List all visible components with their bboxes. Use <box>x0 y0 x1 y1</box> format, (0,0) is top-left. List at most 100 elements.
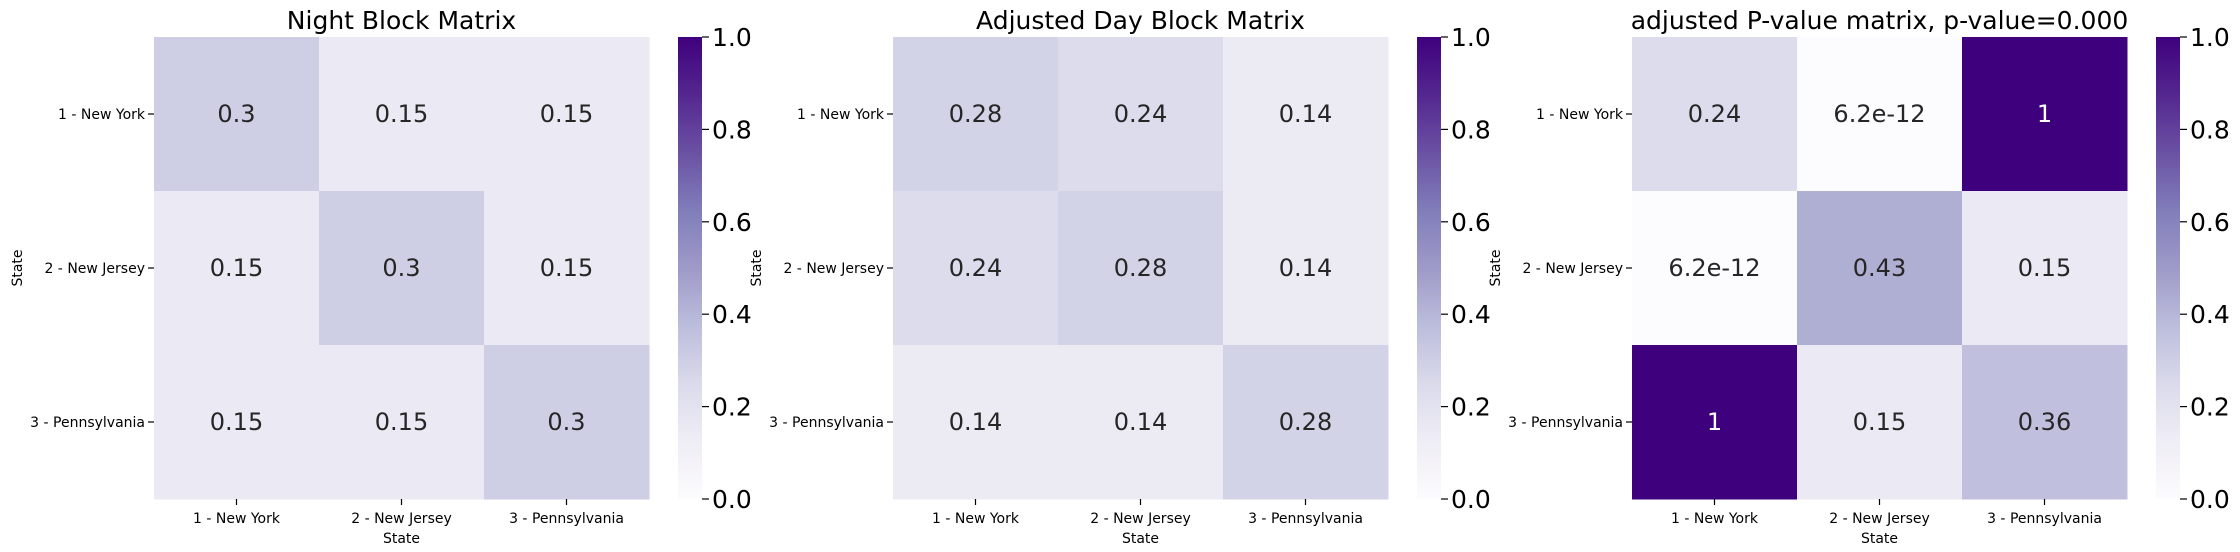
y-tick-label: 1 - New York <box>1536 107 1624 123</box>
cell-annotation: 6.2e-12 <box>1833 100 1925 128</box>
cell-annotation: 0.24 <box>949 254 1002 282</box>
heatmap-cell <box>319 345 485 500</box>
heatmap-cell <box>319 37 485 192</box>
heatmap-panel-2: 0.28 0.24 0.14 0.24 0.28 0.14 0.14 0.14 0.28 Adju… <box>749 6 1491 547</box>
y-tick-label: 1 - New York <box>797 107 885 123</box>
heatmap-panel-3: 0.24 6.2e-12 1 6.2e-12 0.43 0.15 1 0.15 0.36 adju… <box>1488 6 2230 547</box>
colorbar <box>1417 37 1441 499</box>
heatmap-cell <box>1797 345 1963 500</box>
heatmap-cell <box>1058 191 1224 346</box>
colorbar-tick-label: 0.6 <box>2190 208 2230 237</box>
y-tick-label: 3 - Pennsylvania <box>30 415 145 431</box>
x-axis-label: State <box>1122 531 1159 547</box>
y-tick-label: 3 - Pennsylvania <box>769 415 884 431</box>
x-tick-label: 1 - New York <box>193 511 281 527</box>
x-tick-label: 2 - New Jersey <box>1090 511 1191 527</box>
cell-annotation: 0.3 <box>217 100 255 128</box>
cell-annotation: 0.15 <box>2018 254 2071 282</box>
heatmap-cell <box>1058 345 1224 500</box>
colorbar-tick-label: 0.2 <box>2190 393 2230 422</box>
heatmap-cell <box>1632 345 1798 500</box>
heatmap-cell <box>319 191 485 346</box>
y-axis-label: State <box>749 249 765 286</box>
heatmap-cell <box>1632 191 1798 346</box>
colorbar-tick-label: 0.0 <box>1451 485 1491 514</box>
cell-annotation: 0.43 <box>1853 254 1906 282</box>
colorbar-tick-label: 0.8 <box>1451 115 1491 144</box>
x-tick-label: 3 - Pennsylvania <box>509 511 624 527</box>
heatmap-cell <box>893 37 1059 192</box>
colorbar-tick-label: 1.0 <box>1451 23 1491 52</box>
cell-annotation: 0.15 <box>375 100 428 128</box>
chart-title: Night Block Matrix <box>287 6 516 35</box>
heatmap-cell <box>154 191 320 346</box>
cell-annotation: 0.15 <box>540 100 593 128</box>
cell-annotation: 0.14 <box>949 408 1002 436</box>
y-tick-label: 1 - New York <box>58 107 146 123</box>
cell-annotation: 1 <box>2037 100 2052 128</box>
heatmap-cell <box>1962 191 2128 346</box>
colorbar-tick-label: 0.0 <box>2190 485 2230 514</box>
colorbar-tick-label: 0.6 <box>712 208 752 237</box>
heatmap-cell <box>1058 37 1224 192</box>
colorbar-tick-label: 1.0 <box>712 23 752 52</box>
x-tick-label: 2 - New Jersey <box>1829 511 1930 527</box>
heatmap-cell <box>893 345 1059 500</box>
cell-annotation: 0.15 <box>1853 408 1906 436</box>
y-tick-label: 2 - New Jersey <box>44 261 145 277</box>
chart-title: adjusted P-value matrix, p-value=0.000 <box>1631 6 2129 35</box>
cell-annotation: 0.28 <box>949 100 1002 128</box>
heatmap-cell <box>1797 191 1963 346</box>
cell-annotation: 0.15 <box>375 408 428 436</box>
heatmap-cell <box>893 191 1059 346</box>
colorbar <box>2156 37 2180 499</box>
colorbar-tick-label: 0.8 <box>2190 115 2230 144</box>
x-tick-label: 1 - New York <box>1671 511 1759 527</box>
y-axis-label: State <box>1488 249 1504 286</box>
heatmap-cell <box>1962 345 2128 500</box>
heatmap-cell <box>1632 37 1798 192</box>
heatmap-cell <box>484 345 650 500</box>
colorbar-tick-label: 0.4 <box>1451 300 1491 329</box>
colorbar-tick-label: 0.2 <box>1451 393 1491 422</box>
cell-annotation: 1 <box>1707 408 1722 436</box>
heatmap-cell <box>1223 191 1389 346</box>
cell-annotation: 0.14 <box>1279 100 1332 128</box>
x-axis-label: State <box>1861 531 1898 547</box>
cell-annotation: 0.15 <box>210 254 263 282</box>
y-tick-label: 2 - New Jersey <box>783 261 884 277</box>
colorbar-tick-label: 0.4 <box>712 300 752 329</box>
colorbar-tick-label: 0.4 <box>2190 300 2230 329</box>
colorbar-tick-label: 0.8 <box>712 115 752 144</box>
colorbar-tick-label: 0.6 <box>1451 208 1491 237</box>
cell-annotation: 0.15 <box>540 254 593 282</box>
cell-annotation: 0.36 <box>2018 408 2071 436</box>
heatmap-cell <box>1223 345 1389 500</box>
x-axis-label: State <box>383 531 420 547</box>
y-tick-label: 2 - New Jersey <box>1522 261 1623 277</box>
x-tick-label: 1 - New York <box>932 511 1020 527</box>
heatmap-cell <box>154 345 320 500</box>
colorbar <box>678 37 702 499</box>
cell-annotation: 0.28 <box>1114 254 1167 282</box>
heatmap-cell <box>1797 37 1963 192</box>
heatmap-cell <box>484 37 650 192</box>
heatmap-cell <box>484 191 650 346</box>
x-tick-label: 3 - Pennsylvania <box>1248 511 1363 527</box>
cell-annotation: 6.2e-12 <box>1668 254 1760 282</box>
colorbar-tick-label: 1.0 <box>2190 23 2230 52</box>
y-axis-label: State <box>10 249 26 286</box>
cell-annotation: 0.24 <box>1114 100 1167 128</box>
heatmap-cell <box>1962 37 2128 192</box>
cell-annotation: 0.15 <box>210 408 263 436</box>
cell-annotation: 0.24 <box>1688 100 1741 128</box>
cell-annotation: 0.14 <box>1114 408 1167 436</box>
x-tick-label: 2 - New Jersey <box>351 511 452 527</box>
cell-annotation: 0.28 <box>1279 408 1332 436</box>
x-tick-label: 3 - Pennsylvania <box>1987 511 2102 527</box>
heatmap-panel-1: 0.3 0.15 0.15 0.15 0.3 0.15 0.15 0.15 0.3 Night B… <box>10 6 752 547</box>
cell-annotation: 0.14 <box>1279 254 1332 282</box>
colorbar-tick-label: 0.0 <box>712 485 752 514</box>
heatmap-cell <box>1223 37 1389 192</box>
